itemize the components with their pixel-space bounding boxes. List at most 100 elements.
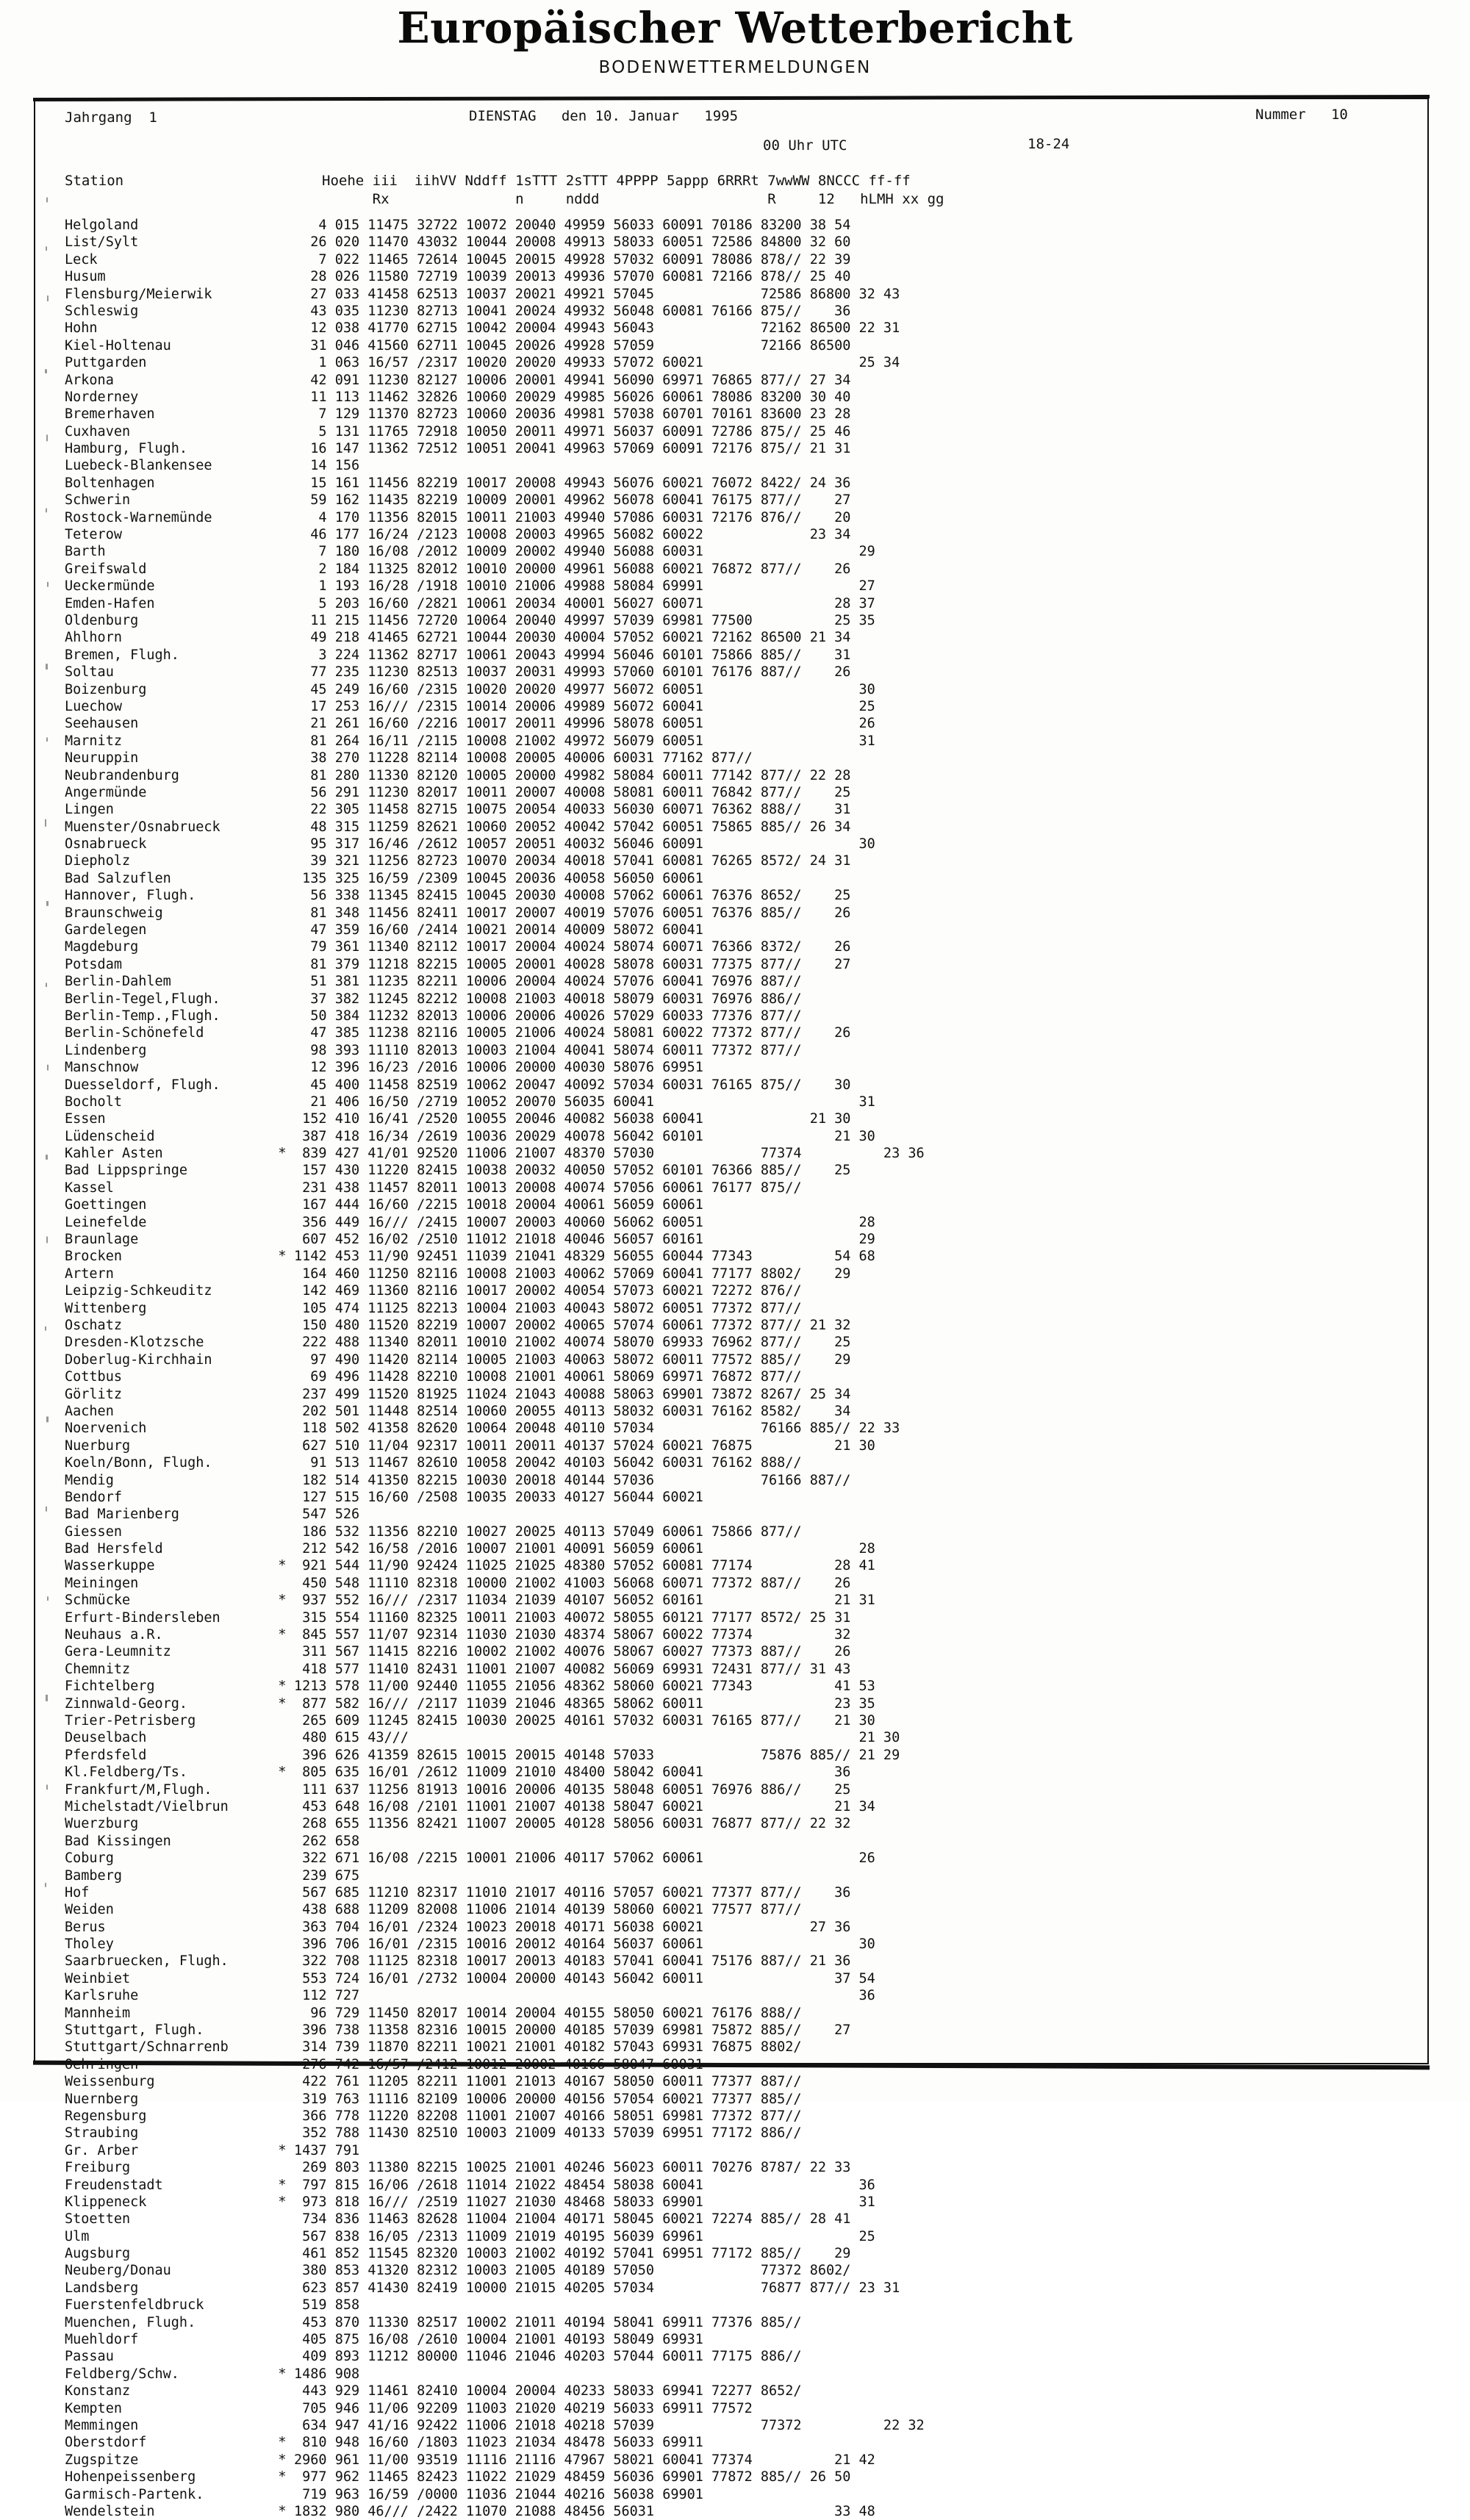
table-row: Berlin-Dahlem 51 381 11235 82211 10006 2… (35, 973, 1427, 990)
station-name: Braunschweig (65, 905, 163, 921)
table-row: Erfurt-Bindersleben 315 554 11160 82325 … (35, 1609, 1427, 1626)
station-name: Weissenburg (65, 2074, 155, 2090)
table-row: Diepholz 39 321 11256 82723 10070 20034 … (35, 852, 1427, 869)
station-name: Wuerzburg (65, 1816, 139, 1832)
table-row: Cottbus 69 496 11428 82210 10008 21001 4… (35, 1368, 1427, 1385)
station-name: Zinnwald-Georg. (65, 1695, 188, 1712)
synop-code-groups: 150 480 11520 82219 10007 20002 40065 57… (294, 1318, 851, 1333)
synop-code-groups: 634 947 41/16 92422 11006 21018 40218 57… (294, 2418, 925, 2433)
station-name: Muehldorf (65, 2332, 139, 2348)
station-name: Berlin-Temp.,Flugh. (65, 1008, 220, 1024)
table-row: Neubrandenburg 81 280 11330 82120 10005 … (35, 767, 1427, 784)
synop-code-groups: 237 499 11520 81925 11024 21043 40088 58… (294, 1386, 851, 1402)
station-name: Weinbiet (65, 1970, 131, 1986)
station-name: Doberlug-Kirchhain (65, 1351, 212, 1368)
station-name: Michelstadt/Vielbrun (65, 1798, 229, 1814)
station-name: Bad Hersfeld (65, 1541, 163, 1557)
synop-code-groups: 22 305 11458 82715 10075 20054 40033 560… (294, 802, 851, 818)
table-row: Goettingen 167 444 16/60 /2215 10018 200… (35, 1196, 1427, 1213)
station-name: Diepholz (65, 853, 131, 869)
table-row: Norderney 11 113 11462 32826 10060 20029… (35, 389, 1427, 406)
table-row: Oehringen 276 742 16/57 /2412 10012 2000… (35, 2056, 1427, 2073)
station-name: Tholey (65, 1936, 114, 1953)
table-row: Berlin-Schönefeld 47 385 11238 82116 100… (35, 1024, 1427, 1041)
table-row: Stoetten 734 836 11463 82628 11004 21004… (35, 2211, 1427, 2228)
station-name: Muenchen, Flugh. (65, 2314, 196, 2330)
station-table: Helgoland 4 015 11475 32722 10072 20040 … (35, 217, 1427, 2520)
synop-code-groups: 42 091 11230 82127 10006 20001 49941 560… (294, 372, 851, 388)
table-row: Landsberg 623 857 41430 82419 10000 2101… (35, 2280, 1427, 2297)
synop-code-groups: 4 015 11475 32722 10072 20040 49959 5603… (294, 218, 851, 233)
table-row: List/Sylt 26 020 11470 43032 10044 20008… (35, 234, 1427, 251)
column-header-codes-line2: Rx n nddd R 12 hLMH xx gg (322, 191, 944, 207)
station-name: Lindenberg (65, 1042, 147, 1058)
table-row: Bamberg 239 675 (35, 1867, 1427, 1884)
synop-code-groups: 11 113 11462 32826 10060 20029 49985 560… (294, 389, 851, 405)
station-name: Fuerstenfeldbruck (65, 2297, 204, 2313)
station-name: Stuttgart, Flugh. (65, 2022, 204, 2039)
table-row: Artern 164 460 11250 82116 10008 21003 4… (35, 1266, 1427, 1282)
table-row: Augsburg 461 852 11545 82320 10003 21002… (35, 2245, 1427, 2262)
synop-code-groups: 45 249 16/60 /2315 10020 20020 49977 560… (294, 681, 875, 697)
synop-code-groups: 366 778 11220 82208 11001 21007 40166 58… (294, 2108, 802, 2124)
station-name: Teterow (65, 527, 122, 543)
synop-code-groups: 322 708 11125 82318 10017 20013 40183 57… (294, 1953, 851, 1970)
synop-code-groups: 363 704 16/01 /2324 10023 20018 40171 56… (294, 1919, 851, 1935)
table-row: Leinefelde 356 449 16/// /2415 10007 200… (35, 1214, 1427, 1231)
synop-code-groups: 1213 578 11/00 92440 11055 21056 48362 5… (294, 1679, 875, 1695)
synop-code-groups: 607 452 16/02 /2510 11012 21018 40046 56… (294, 1232, 875, 1248)
mountain-station-marker: * (278, 2469, 287, 2485)
station-name: Helgoland (65, 218, 139, 233)
mountain-station-marker: * (278, 1558, 287, 1574)
station-name: Magdeburg (65, 939, 139, 955)
mountain-station-marker: * (278, 2194, 287, 2210)
column-header-codes-line1: Hoehe iii iihVV Nddff 1sTTT 2sTTT 4PPPP … (322, 173, 911, 189)
table-row: Hohenpeissenberg * 977 962 11465 82423 11… (35, 2469, 1427, 2485)
station-name: Coburg (65, 1850, 114, 1867)
station-name: Bremerhaven (65, 406, 155, 423)
station-name: Bremen, Flugh. (65, 647, 179, 663)
table-row: Tholey 396 706 16/01 /2315 10016 20012 4… (35, 1936, 1427, 1953)
table-row: Giessen 186 532 11356 82210 10027 20025 … (35, 1523, 1427, 1540)
synop-code-groups: 265 609 11245 82415 10030 20025 40161 57… (294, 1712, 875, 1729)
station-name: Husum (65, 269, 106, 285)
synop-code-groups: 49 218 41465 62721 10044 20030 40004 570… (294, 630, 851, 646)
table-row: Potsdam 81 379 11218 82215 10005 20001 4… (35, 956, 1427, 973)
table-row: Berus 363 704 16/01 /2324 10023 20018 40… (35, 1919, 1427, 1936)
table-row: Garmisch-Partenk. 719 963 16/59 /0000 11… (35, 2486, 1427, 2503)
synop-code-groups: 31 046 41560 62711 10045 20026 49928 570… (294, 337, 851, 353)
station-name: Memmingen (65, 2418, 139, 2433)
station-name: Wittenberg (65, 1300, 147, 1316)
synop-code-groups: 269 803 11380 82215 10025 21001 40246 56… (294, 2160, 851, 2176)
synop-code-groups: 186 532 11356 82210 10027 20025 40113 57… (294, 1523, 802, 1540)
station-name: Berus (65, 1919, 106, 1935)
synop-code-groups: 547 526 (294, 1507, 360, 1523)
mountain-station-marker: * (278, 2452, 287, 2468)
synop-code-groups: 43 035 11230 82713 10041 20024 49932 560… (294, 303, 851, 319)
synop-code-groups: 409 893 11212 80000 11046 21046 40203 57… (294, 2349, 802, 2365)
synop-code-groups: 322 671 16/08 /2215 10001 21006 40117 57… (294, 1850, 875, 1867)
station-name: Hof (65, 1884, 90, 1900)
table-row: Osnabrueck 95 317 16/46 /2612 10057 2005… (35, 836, 1427, 852)
table-row: Lüdenscheid 387 418 16/34 /2619 10036 20… (35, 1128, 1427, 1145)
station-name: Bad Marienberg (65, 1507, 179, 1523)
station-name: Landsberg (65, 2280, 139, 2296)
table-row: Memmingen 634 947 41/16 92422 11006 2101… (35, 2417, 1427, 2434)
station-name: Kahler Asten (65, 1146, 163, 1162)
mountain-station-marker: * (278, 1627, 287, 1643)
meta-bar: Jahrgang 1 DIENSTAG den 10. Januar 1995 … (35, 105, 1427, 130)
table-row: Schwerin 59 162 11435 82219 10009 20001 … (35, 492, 1427, 509)
synop-code-groups: 38 270 11228 82114 10008 20005 40006 600… (294, 750, 753, 767)
table-row: Oldenburg 11 215 11456 72720 10064 20040… (35, 612, 1427, 629)
synop-code-groups: 81 264 16/11 /2115 10008 21002 49972 560… (294, 733, 875, 749)
synop-code-groups: 314 739 11870 82211 10021 21001 40182 57… (294, 2039, 802, 2056)
table-row: Coburg 322 671 16/08 /2215 10001 21006 4… (35, 1850, 1427, 1867)
station-name: Deuselbach (65, 1730, 147, 1746)
table-row: Husum 28 026 11580 72719 10039 20013 499… (35, 268, 1427, 285)
table-row: Passau 409 893 11212 80000 11046 21046 4… (35, 2348, 1427, 2365)
table-row: Straubing 352 788 11430 82510 10003 2100… (35, 2125, 1427, 2142)
synop-code-groups: 56 338 11345 82415 10045 20030 40008 570… (294, 888, 851, 904)
station-name: Schwerin (65, 492, 131, 509)
table-row: Freiburg 269 803 11380 82215 10025 21001… (35, 2159, 1427, 2176)
table-row: Regensburg 366 778 11220 82208 11001 210… (35, 2108, 1427, 2125)
